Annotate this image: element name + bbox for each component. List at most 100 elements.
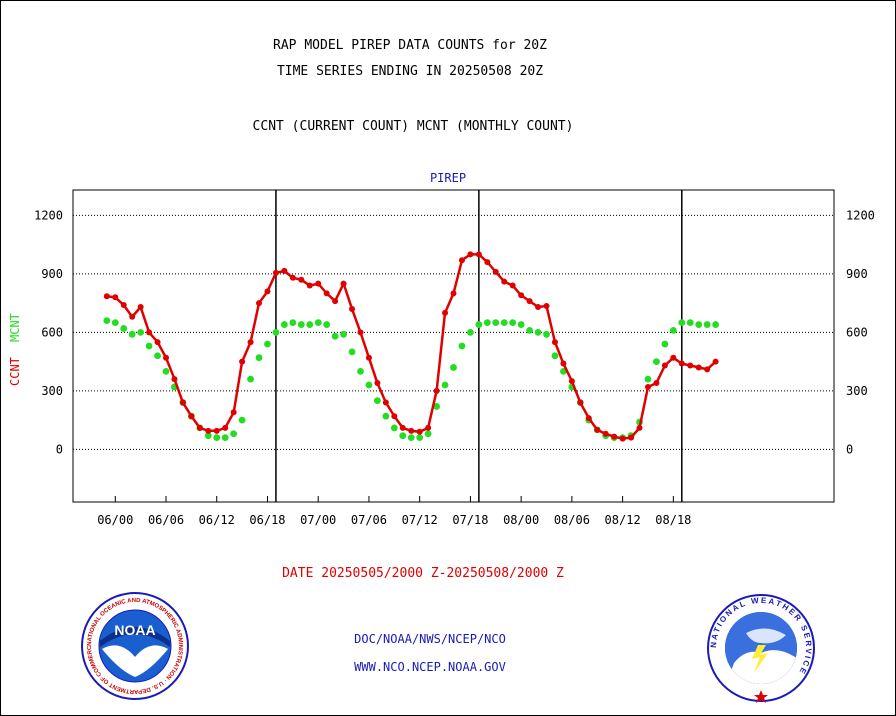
ccnt-point xyxy=(272,269,279,276)
mcnt-point xyxy=(483,319,491,326)
mcnt-point xyxy=(450,364,457,371)
ccnt-point xyxy=(374,380,381,387)
ccnt-point xyxy=(205,427,212,434)
mcnt-point xyxy=(145,342,153,350)
ccnt-point xyxy=(653,380,660,387)
ccnt-point xyxy=(450,290,457,297)
y-tick-label-right: 900 xyxy=(846,267,868,281)
mcnt-point xyxy=(331,332,339,340)
ccnt-point xyxy=(103,293,110,300)
ccnt-point xyxy=(433,387,440,394)
mcnt-point xyxy=(543,330,550,338)
ccnt-point xyxy=(543,303,550,310)
ccnt-point xyxy=(492,268,499,275)
mcnt-point xyxy=(255,354,263,362)
ccnt-point xyxy=(535,304,542,310)
mcnt-point xyxy=(111,319,119,326)
mcnt-point xyxy=(669,327,677,334)
y-label-ccnt: CCNT xyxy=(8,357,22,386)
ccnt-point xyxy=(323,290,330,297)
plot-area xyxy=(72,189,835,503)
ccnt-point xyxy=(332,298,339,305)
mcnt-point xyxy=(374,397,381,404)
mcnt-point xyxy=(644,375,652,383)
mcnt-point xyxy=(500,319,508,326)
ccnt-point xyxy=(636,424,643,431)
mcnt-point xyxy=(103,317,111,325)
ccnt-point xyxy=(526,298,533,305)
mcnt-point xyxy=(306,321,314,328)
mcnt-point xyxy=(695,321,703,328)
ccnt-point xyxy=(577,399,584,406)
ccnt-point xyxy=(154,339,161,346)
x-tick-label: 06/18 xyxy=(249,513,285,527)
x-tick-label: 06/12 xyxy=(199,513,235,527)
ccnt-point xyxy=(619,435,626,442)
mcnt-point xyxy=(686,319,694,326)
ccnt-point xyxy=(661,362,668,369)
ccnt-point xyxy=(247,339,254,346)
footer-url: WWW.NCO.NCEP.NOAA.GOV xyxy=(354,660,506,674)
ccnt-line xyxy=(106,253,717,440)
mcnt-point xyxy=(526,327,533,334)
x-tick-label: 07/18 xyxy=(452,513,488,527)
ccnt-point xyxy=(120,302,127,309)
ccnt-point xyxy=(179,399,186,406)
y-tick-label-left: 0 xyxy=(56,442,63,456)
ccnt-point xyxy=(315,280,322,287)
ccnt-point xyxy=(585,415,592,422)
mcnt-point xyxy=(390,424,398,432)
mcnt-point xyxy=(534,328,542,336)
ccnt-point xyxy=(256,300,263,307)
y-tick-label-right: 600 xyxy=(846,325,868,339)
ccnt-point xyxy=(188,413,195,420)
x-tick-label: 07/00 xyxy=(300,513,336,527)
y-tick-label-left: 900 xyxy=(41,267,63,281)
ccnt-point xyxy=(501,278,508,285)
ccnt-point xyxy=(171,376,178,383)
mcnt-point xyxy=(272,328,280,336)
mcnt-point xyxy=(323,321,331,328)
mcnt-point xyxy=(712,321,720,328)
ccnt-point xyxy=(196,424,203,431)
plot-subtitle: PIREP xyxy=(429,171,467,185)
ccnt-point xyxy=(670,354,677,361)
mcnt-point xyxy=(399,432,407,440)
ccnt-point xyxy=(391,413,398,420)
ccnt-point xyxy=(230,409,237,416)
mcnt-point xyxy=(475,321,483,328)
chart-subtitle-time: TIME SERIES ENDING IN 20250508 20Z xyxy=(276,64,544,79)
ccnt-point xyxy=(357,329,364,336)
ccnt-point xyxy=(163,354,170,361)
ccnt-point xyxy=(467,251,474,258)
mcnt-point xyxy=(128,330,136,338)
ccnt-point xyxy=(560,360,567,367)
mcnt-point xyxy=(314,319,322,326)
ccnt-point xyxy=(298,276,305,283)
mcnt-point xyxy=(280,321,288,328)
ccnt-point xyxy=(551,339,558,346)
mcnt-point xyxy=(289,319,297,326)
ccnt-point xyxy=(137,304,144,310)
ccnt-point xyxy=(594,426,601,433)
mcnt-point xyxy=(467,328,474,336)
y-tick-label-left: 1200 xyxy=(34,208,63,222)
mcnt-point xyxy=(509,319,517,326)
mcnt-point xyxy=(441,381,449,389)
ccnt-point xyxy=(416,428,423,435)
mcnt-point xyxy=(230,430,238,438)
x-tick-label: 07/06 xyxy=(351,513,387,527)
mcnt-point xyxy=(213,434,221,442)
footer-org: DOC/NOAA/NWS/NCEP/NCO xyxy=(354,632,506,646)
ccnt-point xyxy=(484,259,491,266)
ccnt-point xyxy=(349,305,356,312)
y-label-mcnt: MCNT xyxy=(8,313,22,342)
ccnt-point xyxy=(704,366,711,373)
y-tick-label-right: 1200 xyxy=(846,208,875,222)
mcnt-point xyxy=(703,321,711,328)
mcnt-point xyxy=(238,416,246,424)
ccnt-point xyxy=(509,282,516,289)
ccnt-point xyxy=(239,358,246,365)
x-tick-label: 07/12 xyxy=(402,513,438,527)
